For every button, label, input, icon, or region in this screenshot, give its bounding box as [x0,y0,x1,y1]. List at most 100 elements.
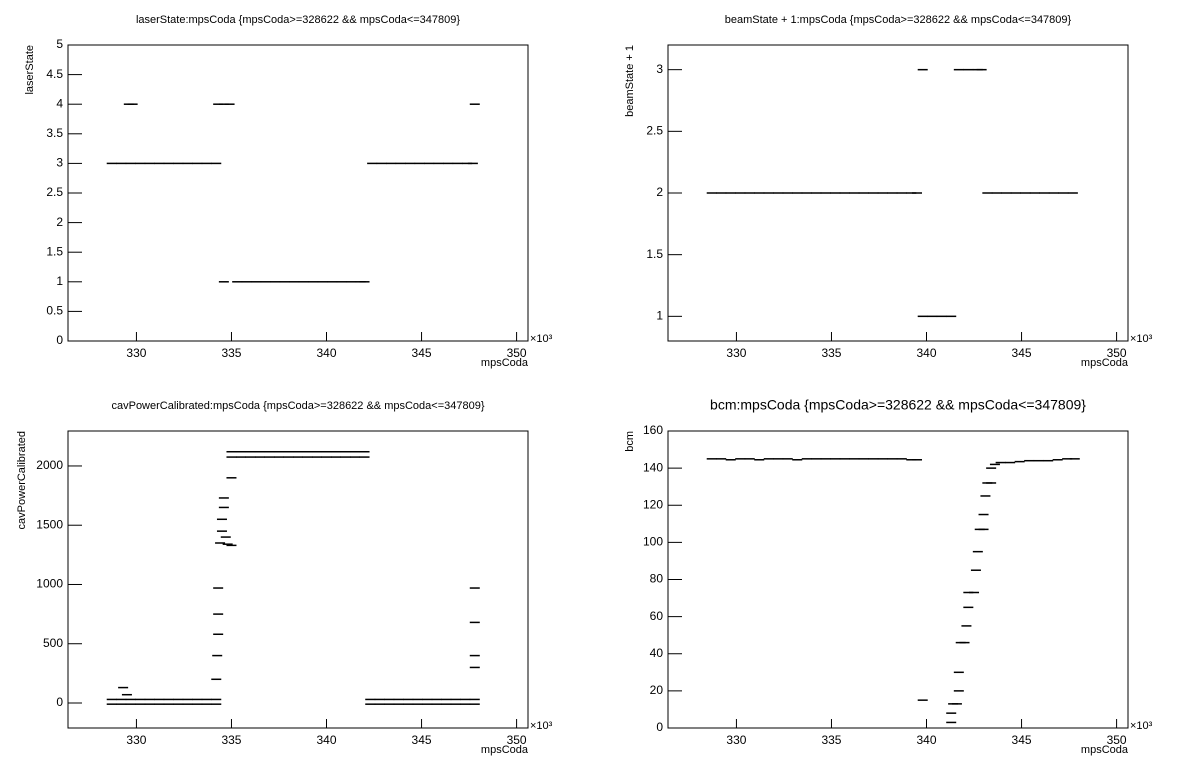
point [972,550,983,553]
y-tick-label: 140 [643,460,663,474]
point [182,698,193,701]
point [192,162,203,165]
y-tick-label: 1000 [36,577,63,591]
point [226,450,237,453]
point [839,458,850,460]
point [359,450,370,453]
point [260,281,271,283]
x-tick-label: 350 [1107,733,1127,747]
point [121,693,132,696]
y-tick-label: 5 [56,37,63,51]
x-tick-label: 335 [221,346,241,360]
point [226,477,237,479]
point [906,192,917,194]
x-axis-label: mpsCoda [481,744,529,756]
point [877,192,888,194]
point [386,162,397,165]
point [946,721,957,724]
x-axis-label: mpsCoda [1081,357,1129,369]
point [235,450,246,453]
point [917,699,928,701]
point [154,703,165,705]
point [462,162,473,165]
y-tick-label: 1500 [36,517,63,531]
point [1043,459,1054,462]
point [340,456,351,458]
point [254,450,265,453]
plot-frame [67,44,529,342]
x-tick-label: 345 [412,733,432,747]
point [431,703,442,705]
x-multiplier: ×10³ [530,333,553,345]
point [293,450,303,453]
y-tick-label: 3.5 [46,126,63,140]
point [782,458,793,460]
point [106,698,117,701]
y-tick-label: 4.5 [46,67,63,81]
point [868,458,879,460]
point [830,458,841,460]
point [367,162,378,165]
point [365,703,376,705]
point [431,698,442,701]
point [441,703,452,705]
point [1052,459,1063,461]
point [213,613,224,615]
point [298,281,309,283]
point [953,68,964,71]
x-axis-label: mpsCoda [481,357,529,369]
point [173,698,184,701]
point [216,530,227,532]
point [961,625,972,627]
point [946,315,957,318]
point [469,666,480,669]
y-tick-label: 100 [643,535,663,549]
point [1020,192,1031,194]
point [469,703,480,705]
y-tick-label: 2 [656,185,663,199]
point [735,458,746,460]
x-tick-label: 345 [412,346,432,360]
point [273,456,284,458]
point [763,458,774,460]
point [395,162,406,165]
point [1069,458,1080,460]
point [801,458,812,460]
x-multiplier: ×10³ [530,720,553,732]
point [976,68,987,71]
point [970,569,981,571]
y-tick-label: 2.5 [646,124,663,138]
point [995,461,1006,464]
point [211,678,222,681]
chart-title: laserState:mpsCoda {mpsCoda>=328622 && m… [136,14,460,26]
point [127,103,138,105]
point [1039,192,1050,194]
point [1005,461,1016,464]
point [144,162,155,165]
point [116,698,127,701]
x-tick-label: 335 [221,733,241,747]
point [735,192,746,194]
point [182,162,193,165]
x-tick-label: 345 [1012,346,1032,360]
y-tick-label: 20 [650,683,664,697]
point [201,162,212,165]
point [946,712,957,714]
point [224,103,235,105]
point [978,513,989,516]
point [414,162,425,165]
point [887,458,898,460]
point [963,606,974,609]
point [118,686,129,689]
point [906,459,917,461]
y-tick-label: 1.5 [46,244,63,258]
point [782,192,793,194]
point [858,192,869,194]
point [293,456,303,458]
point [154,162,165,165]
point [312,456,323,458]
x-tick-label: 340 [316,733,336,747]
point [1029,192,1040,194]
point [173,162,184,165]
point [273,450,284,453]
